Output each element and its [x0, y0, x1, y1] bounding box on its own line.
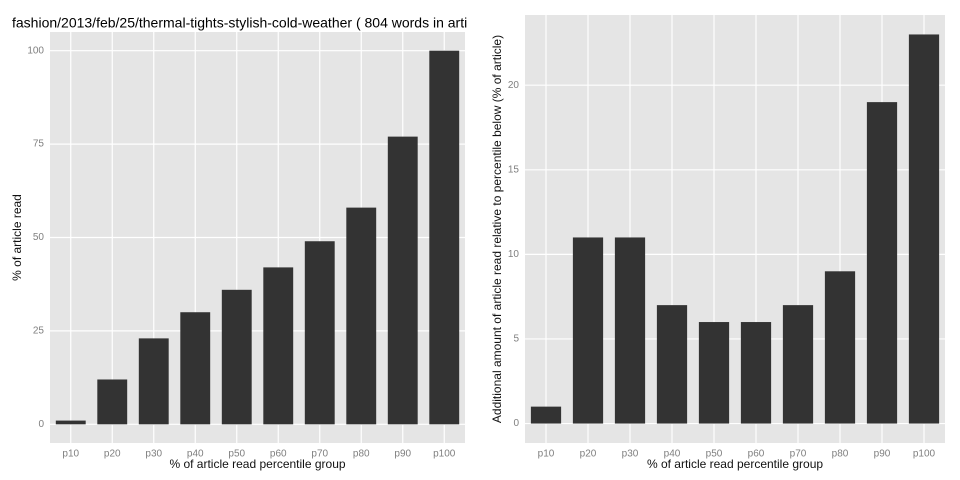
x-tick-label: p60	[748, 449, 765, 460]
bar	[698, 322, 730, 424]
y-tick-label: 10	[508, 249, 520, 260]
bar	[304, 241, 335, 425]
y-tick-label: 15	[508, 164, 520, 175]
x-tick-label: p50	[228, 449, 245, 460]
bar	[221, 289, 252, 425]
bar	[138, 338, 169, 425]
chart-title: fashion/2013/feb/25/thermal-tights-styli…	[12, 15, 467, 31]
y-axis-title: Additional amount of article read relati…	[490, 35, 504, 423]
x-tick-label: p90	[874, 449, 891, 460]
bar	[180, 312, 211, 425]
x-tick-label: p10	[62, 449, 79, 460]
x-tick-label: p40	[664, 449, 681, 460]
y-tick-label: 25	[33, 326, 45, 337]
x-tick-label: p70	[790, 449, 807, 460]
y-tick-label: 5	[513, 334, 519, 345]
x-tick-label: p50	[706, 449, 723, 460]
y-tick-label: 0	[38, 419, 44, 430]
y-tick-label: 0	[513, 418, 519, 429]
chart-right: 0 5 10 15 20 p10 p20 p30 p40 p50 p60 p70 p80 p90 p100%…	[490, 15, 945, 471]
x-tick-label: p80	[832, 449, 849, 460]
y-axis-title: % of article read	[10, 194, 24, 281]
x-tick-label: p100	[433, 449, 456, 460]
bar	[387, 136, 418, 425]
chart-left: 0 25 50 75 100 p10 p20 p30 p40 p50 p60 p70 p80 p90 p10…	[10, 15, 467, 471]
x-tick-label: p30	[622, 449, 639, 460]
y-tick-label: 75	[33, 139, 45, 150]
x-tick-label: p90	[394, 449, 411, 460]
x-tick-label: p20	[580, 449, 597, 460]
bar	[614, 237, 646, 424]
y-tick-label: 50	[33, 232, 45, 243]
x-tick-label: p70	[311, 449, 328, 460]
x-tick-label: p30	[145, 449, 162, 460]
bar	[55, 420, 86, 425]
bar	[572, 237, 604, 424]
x-tick-label: p20	[104, 449, 121, 460]
y-tick-label: 100	[27, 45, 44, 56]
bar	[782, 305, 814, 424]
x-tick-label: p80	[353, 449, 370, 460]
x-tick-label: p60	[270, 449, 287, 460]
x-tick-label: p40	[187, 449, 204, 460]
bar	[530, 406, 562, 424]
bar	[908, 34, 940, 424]
x-tick-label: p10	[538, 449, 555, 460]
bar	[656, 305, 688, 424]
bar	[824, 271, 856, 424]
bar	[866, 102, 898, 424]
bar	[263, 267, 294, 425]
x-axis-title: % of article read percentile group	[169, 457, 345, 471]
bar	[346, 207, 377, 425]
bar	[740, 322, 772, 424]
bar	[97, 379, 128, 425]
bar	[429, 50, 460, 425]
x-axis-title: % of article read percentile group	[647, 457, 823, 471]
y-tick-label: 20	[508, 80, 520, 91]
x-tick-label: p100	[913, 449, 936, 460]
